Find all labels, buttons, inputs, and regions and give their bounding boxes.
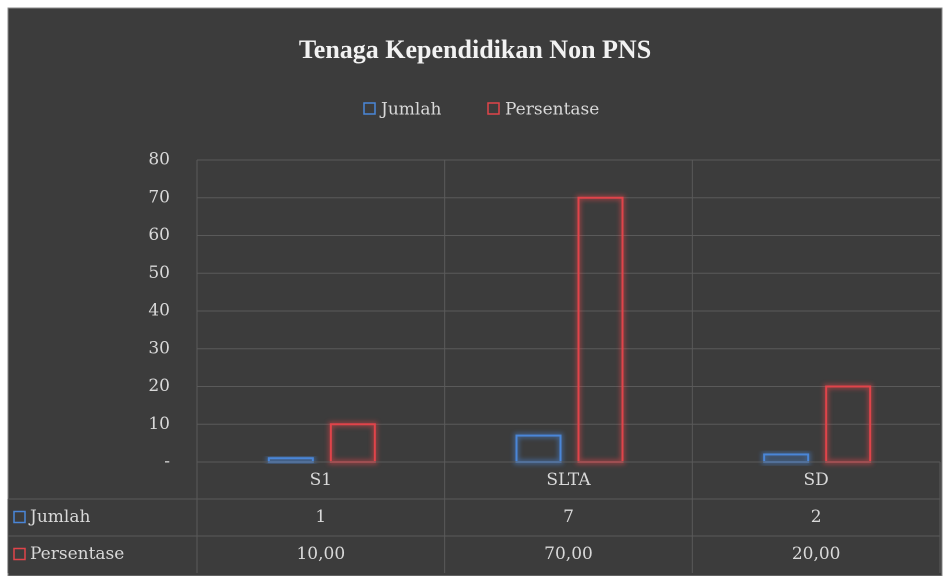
legend-swatch xyxy=(363,102,376,115)
y-tick-label: 80 xyxy=(148,150,170,170)
table-header: SLTA xyxy=(546,470,591,490)
table-cell: 7 xyxy=(563,507,574,527)
table-header: S1 xyxy=(310,470,332,490)
table-legend-swatch xyxy=(13,547,26,561)
y-tick-label: 50 xyxy=(148,263,170,283)
table-cell: 20,00 xyxy=(792,544,841,564)
legend-swatch xyxy=(487,102,500,115)
table-cell: 10,00 xyxy=(296,544,345,564)
y-tick-label: 70 xyxy=(148,187,170,207)
table-cell: 2 xyxy=(811,507,822,527)
table-header: SD xyxy=(804,470,829,490)
y-tick-label: - xyxy=(164,452,170,472)
table-row-label: Persentase xyxy=(30,544,124,564)
y-tick-label: 40 xyxy=(148,301,170,321)
y-tick-label: 60 xyxy=(148,225,170,245)
legend-label: Jumlah xyxy=(379,100,441,120)
y-tick-label: 10 xyxy=(148,414,170,434)
chart-background xyxy=(7,7,943,576)
legend-label: Persentase xyxy=(505,100,599,120)
table-legend-swatch xyxy=(13,510,26,524)
table-row-label: Jumlah xyxy=(28,507,90,527)
table-cell: 1 xyxy=(315,507,326,527)
y-tick-label: 20 xyxy=(148,376,170,396)
y-tick-label: 30 xyxy=(148,338,170,358)
chart-title: Tenaga Kependidikan Non PNS xyxy=(299,35,651,64)
table-cell: 70,00 xyxy=(544,544,593,564)
